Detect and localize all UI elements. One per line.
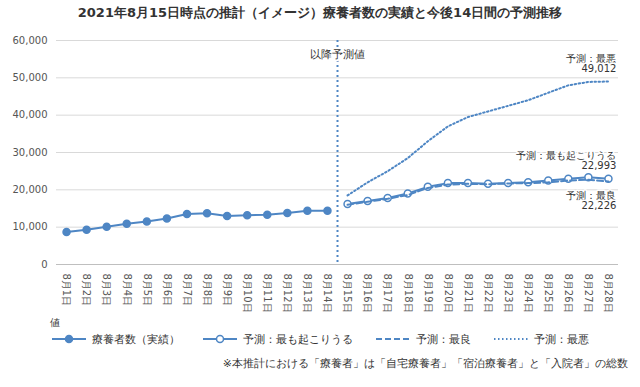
svg-text:8月12日: 8月12日 xyxy=(282,274,293,313)
svg-text:8月28日: 8月28日 xyxy=(603,274,614,313)
svg-text:8月4日: 8月4日 xyxy=(122,274,133,307)
svg-text:8月24日: 8月24日 xyxy=(523,274,534,313)
svg-text:8月27日: 8月27日 xyxy=(583,274,594,313)
svg-text:予測：最良22,226: 予測：最良22,226 xyxy=(566,190,616,211)
html-text:2021年8月15日時点の推計（イメージ）療養者数の実績と今: 2021年8月15日時点の推計（イメージ）療養者数の実績と今後14日間の予測推移 xyxy=(77,5,563,20)
svg-text:8月3日: 8月3日 xyxy=(101,274,112,307)
svg-text:8月1日: 8月1日 xyxy=(61,274,72,307)
html-text:予測：最も起こりうる: 予測：最も起こりうる xyxy=(243,332,353,346)
svg-text:40,000: 40,000 xyxy=(13,109,48,120)
svg-text:8月25日: 8月25日 xyxy=(543,274,554,313)
svg-text:8月26日: 8月26日 xyxy=(563,274,574,313)
svg-text:20,000: 20,000 xyxy=(13,184,48,195)
svg-text:予測：最悪49,012: 予測：最悪49,012 xyxy=(566,53,616,74)
html-text:※本推計における「療養者」は「自宅療養者」「宿泊療養者」と「: ※本推計における「療養者」は「自宅療養者」「宿泊療養者」と「入院者」の総数 xyxy=(222,357,628,370)
html-text:療養者数（実績）: 療養者数（実績） xyxy=(92,332,180,346)
svg-text:8月8日: 8月8日 xyxy=(202,274,213,307)
svg-text:8月21日: 8月21日 xyxy=(463,274,474,313)
svg-text:8月7日: 8月7日 xyxy=(182,274,193,307)
svg-text:8月15日: 8月15日 xyxy=(342,274,353,313)
svg-text:8月5日: 8月5日 xyxy=(142,274,153,307)
svg-text:60,000: 60,000 xyxy=(13,35,48,46)
svg-text:8月10日: 8月10日 xyxy=(242,274,253,313)
svg-text:以降予測値: 以降予測値 xyxy=(310,48,365,61)
svg-text:8月11日: 8月11日 xyxy=(262,274,273,313)
html-text:予測：最良: 予測：最良 xyxy=(416,332,471,346)
svg-text:50,000: 50,000 xyxy=(13,72,48,83)
svg-text:8月13日: 8月13日 xyxy=(302,274,313,313)
svg-text:8月16日: 8月16日 xyxy=(362,274,373,313)
svg-text:8月17日: 8月17日 xyxy=(382,274,393,313)
svg-text:0: 0 xyxy=(41,259,47,270)
svg-text:8月14日: 8月14日 xyxy=(322,274,333,313)
html-text:値: 値 xyxy=(50,317,60,328)
svg-text:8月19日: 8月19日 xyxy=(423,274,434,313)
html-text:予測：最悪: 予測：最悪 xyxy=(534,332,589,346)
svg-text:8月9日: 8月9日 xyxy=(222,274,233,307)
svg-text:8月20日: 8月20日 xyxy=(443,274,454,313)
svg-text:8月18日: 8月18日 xyxy=(403,274,414,313)
svg-text:30,000: 30,000 xyxy=(13,147,48,158)
svg-text:8月22日: 8月22日 xyxy=(483,274,494,313)
svg-text:10,000: 10,000 xyxy=(13,221,48,232)
svg-text:8月23日: 8月23日 xyxy=(503,274,514,313)
svg-text:8月2日: 8月2日 xyxy=(81,274,92,307)
svg-text:予測：最も起こりうる22,993: 予測：最も起こりうる22,993 xyxy=(516,150,616,171)
svg-text:8月6日: 8月6日 xyxy=(162,274,173,307)
